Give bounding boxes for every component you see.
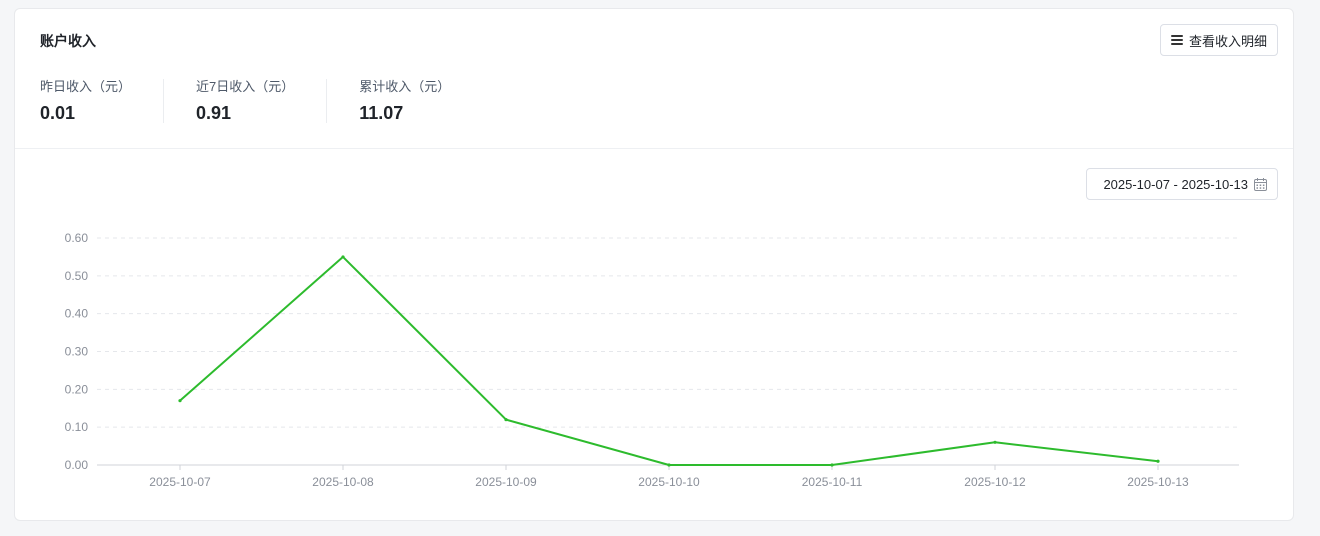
data-point: [667, 463, 671, 467]
stat-value: 11.07: [359, 103, 404, 123]
x-tick-label: 2025-10-09: [475, 475, 537, 489]
income-line-chart: 0.00 0.10 0.20 0.30 0.40 0.50 0.60 2025-10-07 20…: [65, 231, 1239, 489]
y-tick-label: 0.50: [65, 269, 89, 283]
data-point: [1156, 459, 1160, 463]
stat-last-7-days: 近7日收入（元） 0.91: [163, 79, 326, 123]
stat-yesterday: 昨日收入（元） 0.01: [40, 79, 163, 123]
x-tick-label: 2025-10-10: [638, 475, 700, 489]
x-tick-label: 2025-10-08: [312, 475, 374, 489]
data-point: [341, 255, 345, 259]
y-tick-label: 0.40: [65, 307, 89, 321]
stat-label: 近7日收入（元）: [196, 79, 295, 94]
stat-label: 累计收入（元）: [359, 79, 451, 94]
section-divider: [15, 148, 1293, 149]
stat-value: 0.01: [40, 103, 76, 123]
x-tick-label: 2025-10-07: [149, 475, 211, 489]
account-income-card: 账户收入 查看收入明细 昨日收入（元） 0.01 近7日收入（元） 0.91 累…: [14, 8, 1294, 521]
x-tick-label: 2025-10-13: [1127, 475, 1189, 489]
x-tick-label: 2025-10-12: [964, 475, 1026, 489]
stat-value: 0.91: [196, 103, 232, 123]
data-point: [178, 399, 182, 403]
x-tick-label: 2025-10-11: [802, 475, 863, 489]
income-stats: 昨日收入（元） 0.01 近7日收入（元） 0.91 累计收入（元） 11.07: [40, 79, 482, 123]
y-tick-label: 0.10: [65, 420, 89, 434]
list-icon: [1170, 35, 1183, 45]
view-income-detail-button[interactable]: 查看收入明细: [1159, 24, 1278, 56]
data-point: [993, 440, 997, 444]
y-tick-label: 0.20: [65, 382, 89, 396]
card-title: 账户收入: [40, 33, 96, 49]
calendar-icon: [1254, 177, 1267, 191]
y-tick-label: 0.00: [65, 458, 89, 472]
stat-label: 昨日收入（元）: [40, 79, 132, 94]
stat-total: 累计收入（元） 11.07: [326, 79, 482, 123]
data-point: [504, 418, 508, 422]
view-income-detail-label: 查看收入明细: [1188, 33, 1267, 49]
date-range-value: 2025-10-07 - 2025-10-13: [1103, 176, 1248, 192]
y-tick-label: 0.30: [65, 345, 89, 359]
data-point: [830, 463, 834, 467]
series-line: [179, 255, 1159, 466]
y-tick-label: 0.60: [65, 231, 89, 245]
date-range-picker[interactable]: 2025-10-07 - 2025-10-13: [1086, 168, 1278, 200]
